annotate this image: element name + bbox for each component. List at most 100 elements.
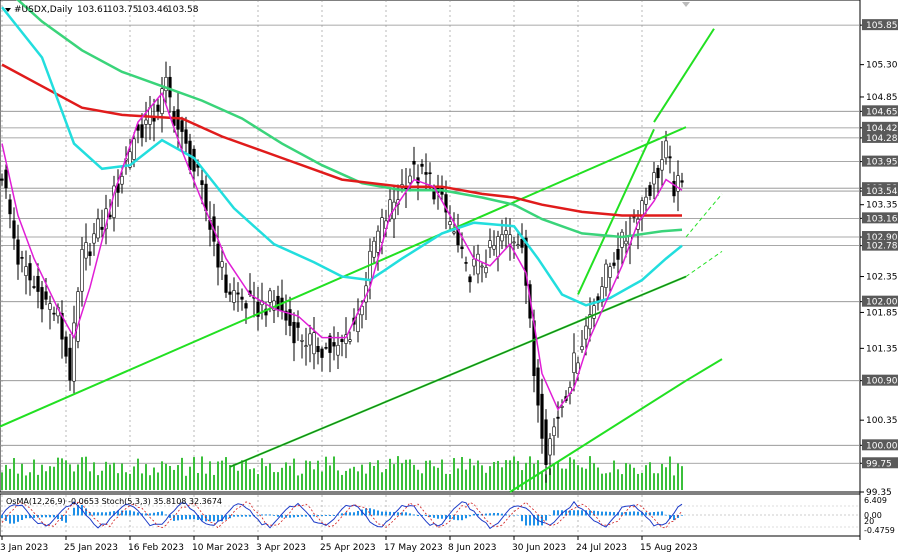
volume-bar — [305, 460, 307, 490]
bull-candle — [604, 263, 608, 288]
price-level-label: 104.65 — [866, 107, 898, 117]
osma-bar — [29, 515, 31, 519]
osma-bar — [377, 510, 379, 516]
osma-bar — [629, 511, 631, 516]
bear-candle — [428, 172, 432, 175]
volume-bar — [581, 467, 583, 490]
bear-candle — [36, 275, 40, 292]
osma-bar — [565, 510, 567, 516]
volume-bar — [17, 473, 19, 490]
osma-bar — [337, 514, 339, 516]
bull-candle — [660, 159, 664, 171]
bull-candle — [472, 258, 476, 267]
osma-bar — [517, 515, 519, 516]
dropdown-triangle-icon[interactable] — [5, 8, 11, 12]
bear-candle — [64, 336, 68, 357]
bear-candle — [668, 156, 672, 159]
volume-bar — [573, 459, 575, 490]
osma-bar — [65, 515, 67, 523]
volume-bar — [173, 469, 175, 490]
volume-bar — [5, 464, 7, 490]
osma-bar — [209, 515, 211, 522]
volume-bar — [457, 468, 459, 490]
osma-bar — [429, 515, 431, 517]
bull-candle — [348, 339, 352, 342]
osma-bar — [45, 515, 47, 518]
osma-bar — [365, 508, 367, 516]
price-level-label: 99.75 — [866, 459, 892, 469]
time-tick-label: 25 Apr 2023 — [320, 543, 376, 553]
volume-bar — [413, 464, 415, 490]
osma-bar — [33, 515, 35, 518]
volume-bar — [225, 457, 227, 490]
bear-candle — [32, 286, 36, 288]
volume-bar — [645, 465, 647, 490]
osma-bar — [233, 515, 235, 517]
osma-bar — [413, 514, 415, 516]
osma-bar — [189, 515, 191, 520]
volume-bar — [69, 464, 71, 490]
osma-bar — [273, 515, 275, 516]
volume-bar — [449, 473, 451, 490]
volume-bar — [601, 473, 603, 490]
osma-bar — [573, 510, 575, 516]
osma-bar — [213, 515, 215, 522]
osma-bar — [249, 515, 251, 517]
volume-bar — [513, 456, 515, 490]
osma-bar — [41, 515, 43, 518]
chart-shift-marker-icon[interactable] — [682, 2, 690, 7]
volume-bar — [61, 458, 63, 490]
bear-candle — [316, 346, 320, 353]
osma-bar — [269, 514, 271, 516]
osma-bar — [533, 515, 535, 526]
bear-candle — [420, 163, 424, 167]
volume-bar — [93, 462, 95, 490]
price-level-label: 100.00 — [866, 441, 898, 451]
osma-bar — [325, 515, 327, 516]
channel-line — [685, 358, 723, 382]
volume-bar — [381, 472, 383, 490]
osma-bar — [245, 515, 247, 517]
osma-bar — [57, 515, 59, 520]
price-tick-label: 102.35 — [866, 273, 898, 283]
volume-bar — [241, 460, 243, 490]
volume-bar — [681, 466, 683, 490]
bear-candle — [540, 393, 544, 439]
osma-bar — [473, 513, 475, 516]
osma-bar — [241, 515, 243, 517]
bear-candle — [200, 180, 204, 186]
bull-candle — [312, 332, 316, 355]
volume-bar — [657, 473, 659, 490]
ma-cyan-line — [1, 6, 683, 307]
osma-bar — [621, 512, 623, 516]
osma-bar — [353, 512, 355, 516]
bear-candle — [68, 347, 72, 381]
osma-bar — [145, 513, 147, 516]
osma-bar — [69, 515, 71, 516]
volume-bar — [625, 463, 627, 490]
volume-bar — [145, 464, 147, 490]
osma-bar — [577, 510, 579, 516]
bear-candle — [296, 322, 300, 328]
bull-candle — [620, 231, 624, 248]
volume-bar — [97, 475, 99, 490]
osma-bar — [85, 508, 87, 516]
price-level-label: 105.85 — [866, 21, 898, 31]
osma-bar — [121, 510, 123, 516]
bull-candle — [48, 303, 52, 310]
bull-candle — [84, 242, 88, 259]
volume-bar — [389, 458, 391, 490]
price-level-badge — [862, 19, 898, 31]
volume-bar — [517, 461, 519, 490]
bear-candle — [276, 295, 280, 311]
osma-bar — [633, 511, 635, 516]
volume-bar — [541, 472, 543, 490]
volume-bar — [521, 470, 523, 490]
price-level-badge — [862, 121, 898, 133]
volume-bar — [201, 456, 203, 490]
osma-bar — [433, 515, 435, 518]
osma-bar — [149, 513, 151, 516]
volume-bar — [285, 462, 287, 490]
